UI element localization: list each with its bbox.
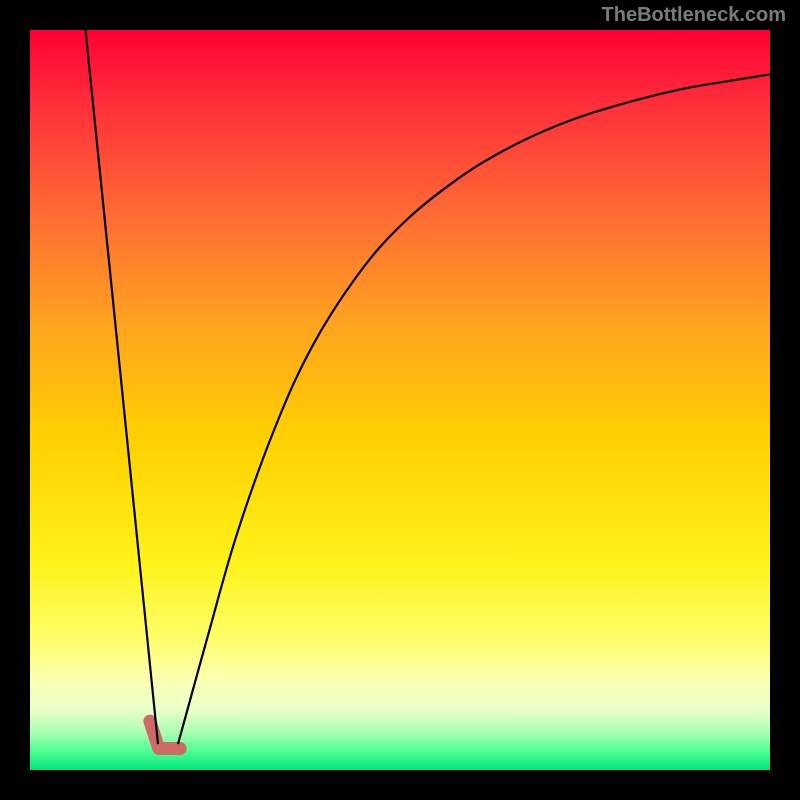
plot-area	[30, 30, 770, 770]
watermark-text: TheBottleneck.com	[602, 4, 786, 27]
bottleneck-curve-chart	[0, 0, 800, 800]
chart-canvas: TheBottleneck.com	[0, 0, 800, 800]
